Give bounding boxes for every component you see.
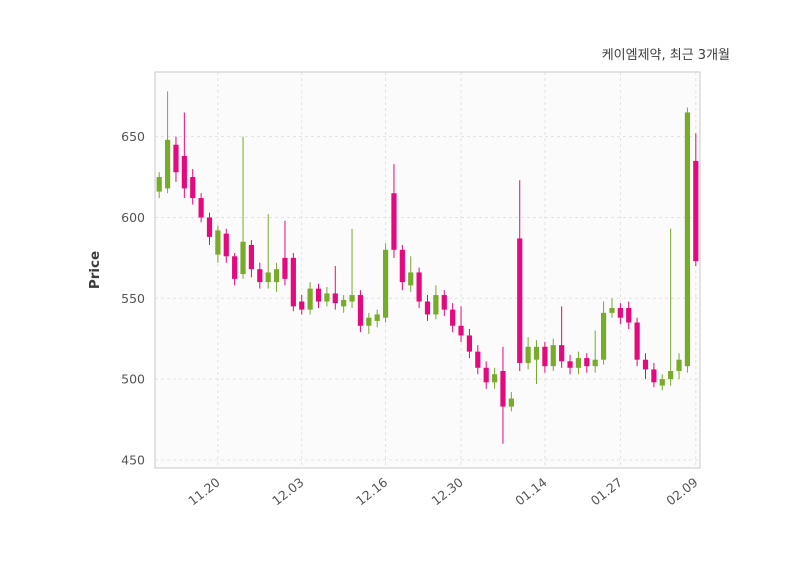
candle-body [374, 314, 380, 321]
candle-body [198, 198, 204, 218]
candle-body [408, 272, 414, 286]
candle-body [626, 307, 632, 323]
x-axis-tick-label: 01.14 [512, 475, 549, 509]
candle-body [232, 256, 238, 279]
candle-body [684, 112, 691, 367]
candle-body [391, 193, 397, 250]
candle-body [542, 346, 548, 367]
candle-body [416, 272, 422, 302]
candle-body [215, 230, 221, 255]
candle-body [299, 301, 305, 310]
candle-body [533, 346, 540, 360]
candle-body [500, 371, 506, 407]
candle-body [491, 374, 498, 383]
candle-body [173, 144, 179, 173]
candle-body [273, 269, 280, 283]
plot-area [155, 72, 700, 468]
x-axis-tick-label: 12.30 [428, 475, 465, 509]
candle-body [450, 309, 456, 326]
candle-body [525, 346, 531, 363]
candle-body [483, 367, 489, 383]
candle-body [382, 249, 389, 318]
candle-body [559, 345, 565, 362]
y-axis-label: Price [87, 250, 103, 290]
candle-body [651, 369, 657, 383]
candle-body [567, 361, 573, 368]
candle-body [349, 295, 355, 302]
candle-body [592, 359, 598, 367]
x-axis-tick-label: 02.09 [663, 475, 700, 509]
candle-body [164, 139, 171, 189]
y-axis-tick-label: 550 [121, 291, 145, 306]
candle-body [156, 177, 162, 192]
candle-body [584, 358, 590, 367]
candle-body [424, 301, 431, 315]
candle-body [290, 257, 296, 307]
candle-body [248, 244, 255, 270]
candle-body [668, 371, 674, 380]
candle-body [550, 345, 556, 367]
candle-body [190, 177, 196, 199]
candle-body [257, 269, 263, 283]
candle-body [693, 160, 699, 262]
y-axis-tick-label: 450 [121, 452, 145, 467]
candle-body [265, 272, 271, 283]
candle-body [466, 335, 473, 352]
candle-body [181, 156, 187, 189]
candle-body [357, 295, 364, 326]
candle-body [600, 312, 607, 360]
candle-body [617, 307, 623, 318]
candle-body [642, 359, 649, 370]
candle-body [475, 351, 481, 368]
candle-body [433, 295, 439, 315]
candle-body [575, 358, 582, 368]
candle-body [324, 293, 330, 302]
y-axis-tick-label: 500 [121, 372, 145, 387]
candle-body [315, 288, 322, 302]
chart-title: 케이엠제약, 최근 3개월 [601, 48, 730, 63]
x-axis-tick-label: 12.03 [269, 475, 306, 509]
y-axis-tick-label: 650 [121, 129, 145, 144]
candle-body [240, 241, 246, 275]
x-axis-tick-label: 12.16 [353, 475, 390, 509]
plot-border [154, 71, 701, 469]
candle-body [332, 293, 338, 304]
candle-body [458, 325, 464, 336]
candle-body [609, 307, 615, 313]
candle-body [223, 233, 229, 257]
candle-body [659, 379, 665, 386]
candle-body [634, 322, 640, 360]
candle-body [307, 288, 313, 310]
candle-body [341, 299, 347, 307]
candle-body [441, 295, 447, 310]
x-axis-tick-label: 11.20 [185, 475, 222, 509]
y-axis-tick-label: 600 [121, 210, 145, 225]
candle-body [399, 249, 405, 283]
candle-body [366, 317, 372, 326]
x-axis-tick-label: 01.27 [588, 475, 625, 509]
candle-body [206, 217, 213, 237]
candle-body [508, 398, 514, 407]
candle-body [517, 238, 523, 363]
candle-body [282, 257, 288, 279]
candle-body [676, 359, 682, 372]
